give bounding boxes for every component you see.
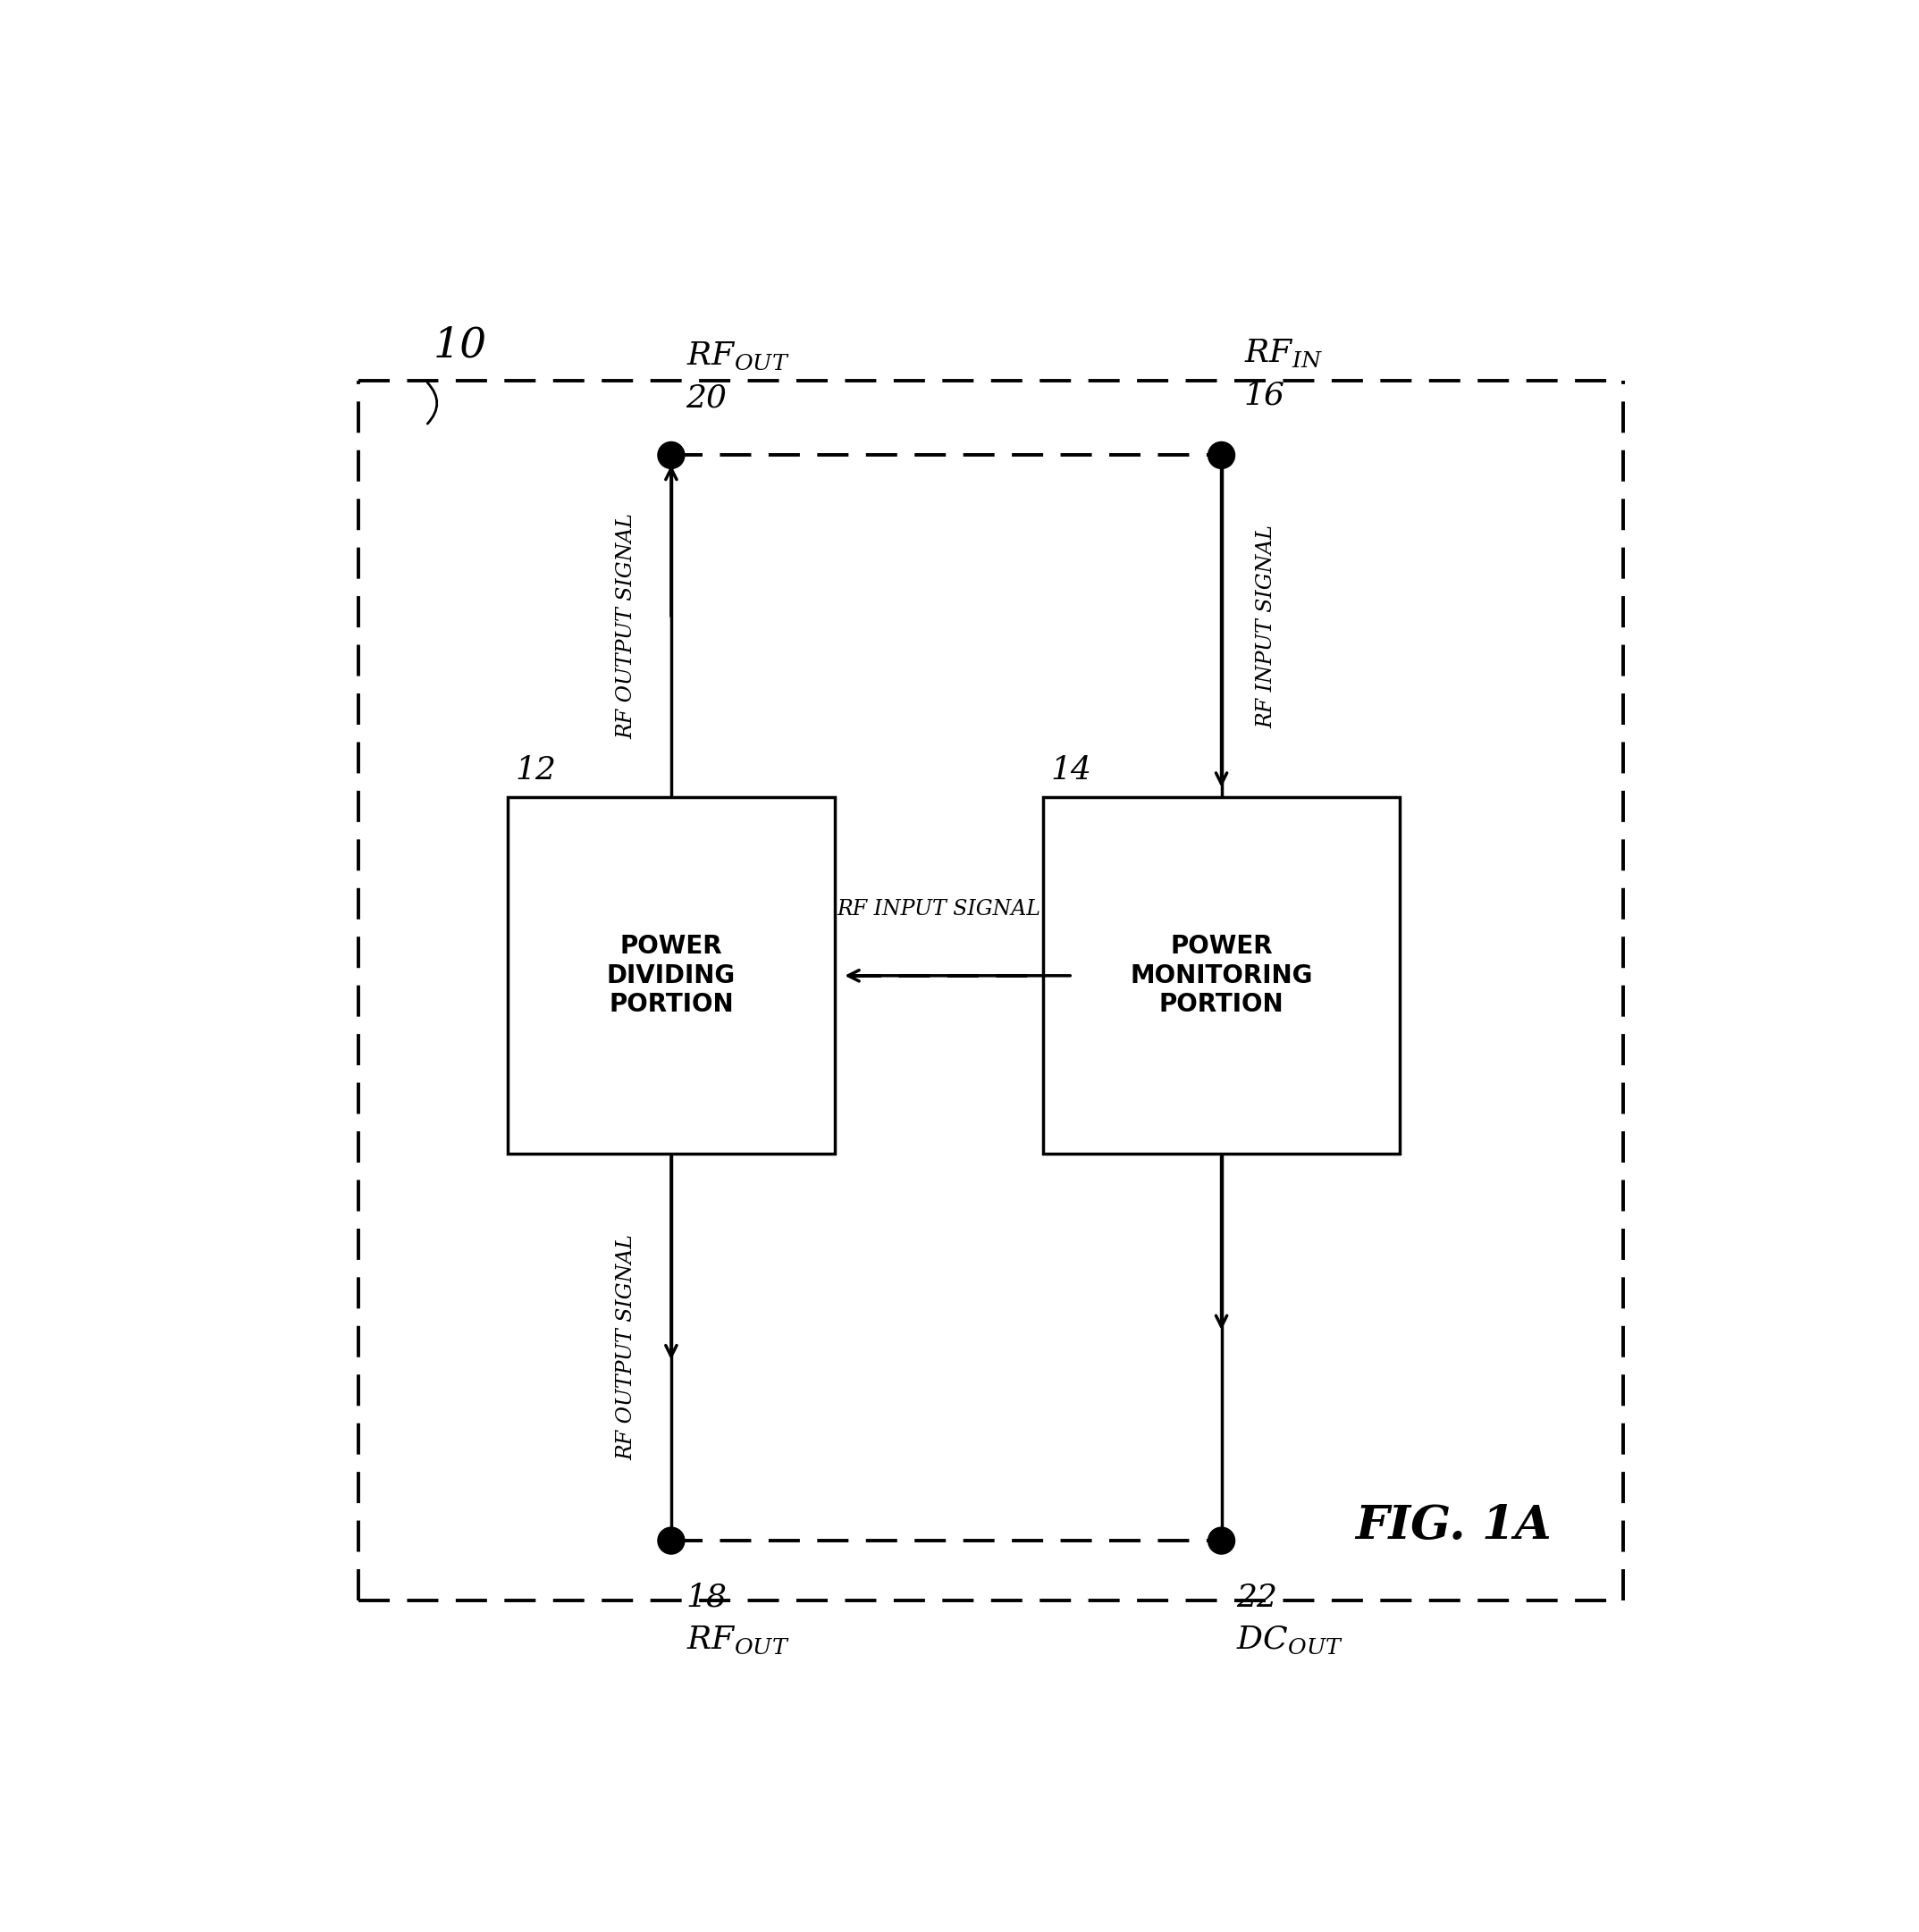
Text: FIG. 1A: FIG. 1A (1355, 1503, 1552, 1549)
Text: RF INPUT SIGNAL: RF INPUT SIGNAL (837, 898, 1040, 920)
Text: RF INPUT SIGNAL: RF INPUT SIGNAL (1255, 524, 1276, 728)
Text: RF$_{\mathregular{IN}}$: RF$_{\mathregular{IN}}$ (1244, 338, 1322, 369)
Text: POWER
DIVIDING
PORTION: POWER DIVIDING PORTION (606, 935, 735, 1016)
Text: RF$_{\mathregular{OUT}}$: RF$_{\mathregular{OUT}}$ (687, 340, 789, 373)
Text: 20: 20 (687, 383, 727, 413)
Text: 12: 12 (514, 755, 557, 784)
Bar (1044, 798, 1401, 1153)
Text: 10: 10 (434, 327, 487, 365)
Circle shape (658, 442, 685, 469)
Circle shape (1209, 1528, 1234, 1553)
Circle shape (1209, 442, 1234, 469)
Circle shape (658, 1528, 685, 1553)
Text: 22: 22 (1236, 1582, 1278, 1613)
Text: RF$_{\mathregular{OUT}}$: RF$_{\mathregular{OUT}}$ (687, 1625, 789, 1656)
Text: RF OUTPUT SIGNAL: RF OUTPUT SIGNAL (616, 514, 637, 740)
Text: 18: 18 (687, 1582, 727, 1613)
Bar (507, 798, 835, 1153)
Text: DC$_{\mathregular{OUT}}$: DC$_{\mathregular{OUT}}$ (1236, 1625, 1343, 1656)
Text: 14: 14 (1050, 755, 1092, 784)
Text: RF OUTPUT SIGNAL: RF OUTPUT SIGNAL (616, 1235, 637, 1461)
Text: 16: 16 (1244, 381, 1286, 412)
Text: POWER
MONITORING
PORTION: POWER MONITORING PORTION (1130, 935, 1313, 1016)
